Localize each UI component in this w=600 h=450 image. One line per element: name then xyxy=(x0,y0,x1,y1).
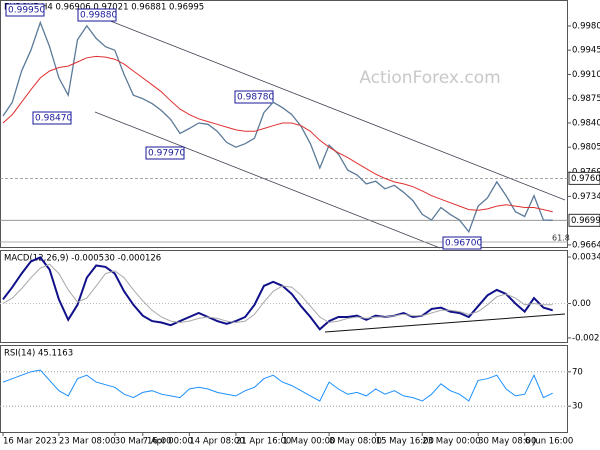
x-tick-label: 23 Mar 08:00 xyxy=(59,437,116,447)
x-tick-label: 23 May 00:00 xyxy=(422,437,480,447)
x-tick-label: 6 Jun 16:00 xyxy=(525,437,574,447)
channel-upper xyxy=(94,14,566,201)
rsi-title: RSI(14) 45.1163 xyxy=(4,349,73,359)
series-line xyxy=(2,263,553,324)
annotation-box xyxy=(5,3,45,17)
x-tick-label: 16 Mar 2023 xyxy=(3,437,57,447)
level-box xyxy=(568,171,600,185)
annotation-label: 0.98780 xyxy=(237,93,274,103)
annotation: 0.97970 xyxy=(145,146,185,160)
series-line xyxy=(2,55,553,213)
x-tick-label: 14 Apr 08:00 xyxy=(189,437,244,447)
annotation-box xyxy=(145,146,185,160)
annotation-label: 0.97970 xyxy=(148,149,185,159)
x-tick-label: 1 May 00:00 xyxy=(283,437,336,447)
annotation: 61.8 xyxy=(552,234,570,243)
channel-lower xyxy=(94,111,441,249)
annotation: 0.98470 xyxy=(32,111,72,125)
annotation: 0.98780 xyxy=(234,90,274,104)
macd-title: MACD(12,26,9) -0.000530 -0.000126 xyxy=(4,254,161,264)
watermark: ActionForex.com xyxy=(359,68,500,88)
y-tick-label: -0.00254 xyxy=(572,333,600,343)
annotation-box xyxy=(442,236,482,250)
y-tick-label: 70 xyxy=(572,367,583,377)
x-tick-label: 15 May 16:00 xyxy=(376,437,434,447)
x-tick-label: 8 May 08:00 xyxy=(329,437,382,447)
macd-panel xyxy=(0,250,568,343)
annotation-box xyxy=(77,8,117,22)
y-tick-label: 30 xyxy=(572,402,583,412)
annotation-label: 61.8 xyxy=(552,234,570,243)
annotation-label: 0.96700 xyxy=(445,239,482,249)
x-tick-label: 21 Apr 16:00 xyxy=(236,437,291,447)
series-line xyxy=(2,369,553,402)
annotation-label: 0.98470 xyxy=(35,114,72,124)
annotation: 0.96700 xyxy=(442,236,482,250)
series-line xyxy=(2,20,553,234)
annotation-box xyxy=(32,111,72,125)
level-label: 0.96995 xyxy=(571,216,600,226)
rsi-panel xyxy=(0,345,568,433)
price-panel xyxy=(0,0,568,248)
y-tick-label: 0.003425 xyxy=(572,253,600,263)
annotation-label: 0.99880 xyxy=(80,11,117,21)
annotation-box xyxy=(234,90,274,104)
annotation: 0.99880 xyxy=(77,8,117,22)
annotation-label: 0.99950 xyxy=(8,6,45,16)
annotation: 0.99950 xyxy=(5,3,45,17)
y-tick-label: 0.00 xyxy=(572,299,591,309)
x-tick-label: 7 Apr 00:00 xyxy=(143,437,193,447)
chart-title: EURCHF,H4 0.96906 0.97021 0.96881 0.9699… xyxy=(4,3,204,13)
level-box xyxy=(568,213,600,227)
series-line xyxy=(2,256,553,331)
x-tick-label: 30 Mar 16:00 xyxy=(115,437,172,447)
x-tick-label: 30 May 08:00 xyxy=(478,437,536,447)
macd-trendline xyxy=(324,313,566,333)
